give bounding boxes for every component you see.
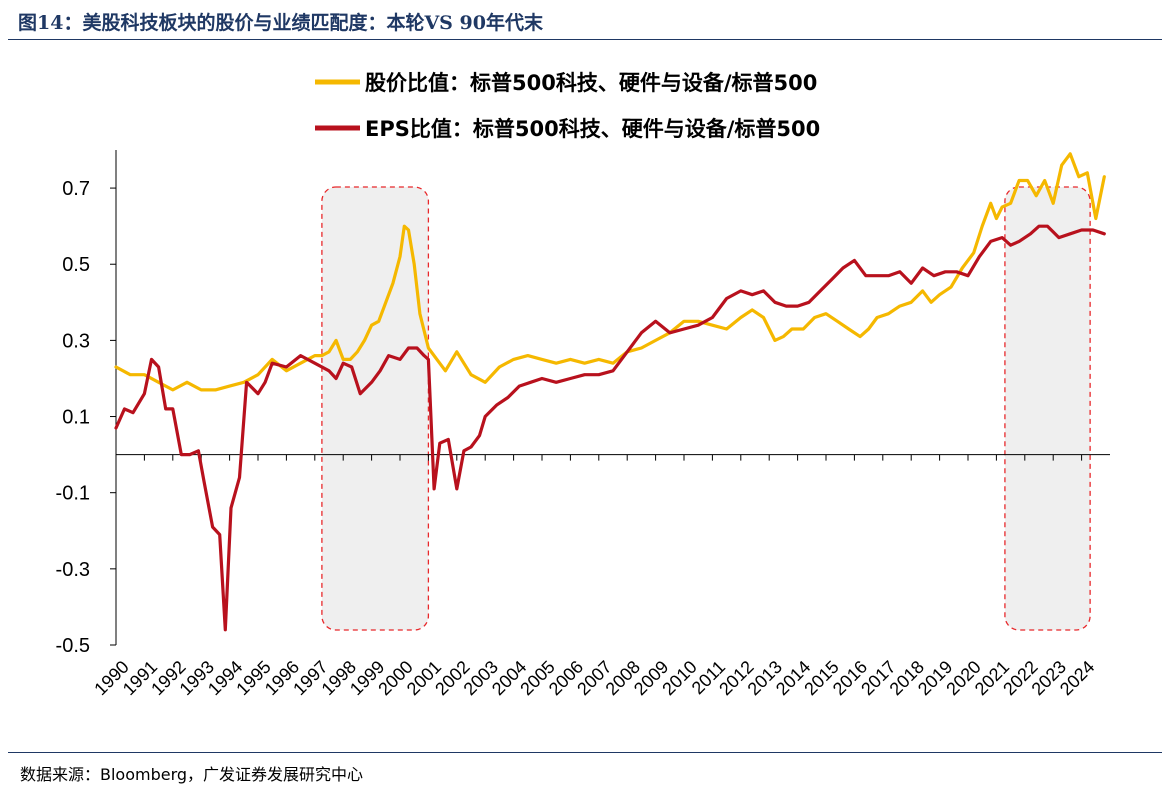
y-tick-label: -0.1: [56, 483, 90, 505]
x-tick-label: 2024: [1056, 657, 1098, 699]
y-tick-label: 0.5: [62, 254, 90, 276]
chart-axes: 0.70.50.30.1-0.1-0.3-0.51990199119921993…: [56, 150, 1110, 699]
y-tick-label: -0.5: [56, 635, 90, 657]
y-tick-label: 0.3: [62, 330, 90, 352]
source-divider: [8, 752, 1162, 753]
y-tick-label: -0.3: [56, 559, 90, 581]
source-note: 数据来源：Bloomberg，广发证券发展研究中心: [20, 765, 364, 784]
title-divider: [8, 39, 1162, 40]
y-tick-label: 0.7: [62, 178, 90, 200]
chart-series: [114, 152, 1106, 632]
y-tick-label: 0.1: [62, 407, 90, 429]
series-line-2: [114, 224, 1106, 632]
legend-label-2: EPS比值：标普500科技、硬件与设备/标普500: [365, 117, 820, 141]
legend-label-1: 股价比值：标普500科技、硬件与设备/标普500: [365, 71, 817, 95]
figure-title: 图14：美股科技板块的股价与业绩匹配度：本轮VS 90年代末: [18, 12, 543, 34]
chart-legend: 股价比值：标普500科技、硬件与设备/标普500 EPS比值：标普500科技、硬件…: [315, 71, 820, 141]
highlight-regions: [321, 186, 1091, 631]
highlight-region-1: [321, 186, 430, 631]
highlight-region-2: [1004, 186, 1091, 631]
